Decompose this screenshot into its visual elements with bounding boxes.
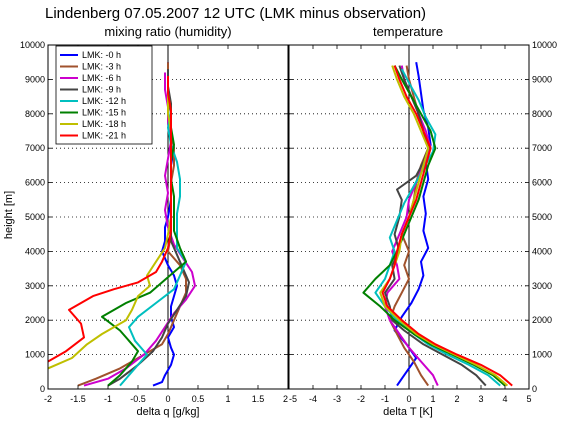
humidity-x-tick-label: 0 — [165, 394, 170, 404]
legend-label: LMK: -15 h — [82, 108, 126, 118]
humidity-y-tick-label: 7000 — [25, 143, 45, 153]
humidity-y-tick-label: 10000 — [20, 40, 45, 50]
figure-suptitle: Lindenberg 07.05.2007 12 UTC (LMK minus … — [45, 5, 426, 22]
temperature-y-tick-label: 0 — [532, 384, 537, 394]
humidity-y-tick-label: 0 — [40, 384, 45, 394]
temperature-x-tick-label: 5 — [526, 394, 531, 404]
temperature-x-tick-label: 4 — [502, 394, 507, 404]
temperature-x-tick-label: -3 — [333, 394, 341, 404]
temperature-x-tick-label: -5 — [289, 394, 297, 404]
humidity-series-line — [101, 76, 187, 387]
temperature-panel-title: temperature — [373, 24, 443, 39]
temperature-x-tick-label: 2 — [454, 394, 459, 404]
humidity-x-tick-label: 1.5 — [252, 394, 265, 404]
temperature-x-tick-label: 3 — [478, 394, 483, 404]
humidity-x-tick-label: 0.5 — [192, 394, 205, 404]
temperature-y-tick-label: 7000 — [532, 143, 552, 153]
temperature-y-tick-label: 9000 — [532, 74, 552, 84]
temperature-x-tick-label: -2 — [357, 394, 365, 404]
humidity-x-axis-label: delta q [g/kg] — [137, 406, 200, 418]
temperature-x-axis-label: delta T [K] — [383, 406, 433, 418]
temperature-series-line — [379, 65, 509, 387]
humidity-y-tick-label: 8000 — [25, 109, 45, 119]
humidity-y-tick-label: 5000 — [25, 212, 45, 222]
humidity-x-tick-label: -1 — [104, 394, 112, 404]
humidity-y-tick-label: 4000 — [25, 246, 45, 256]
humidity-x-tick-label: -1.5 — [70, 394, 86, 404]
humidity-y-tick-label: 1000 — [25, 350, 45, 360]
humidity-panel: mixing ratio (humidity) delta q [g/kg] h… — [3, 24, 289, 418]
temperature-y-tick-label: 2000 — [532, 315, 552, 325]
temperature-x-tick-label: -4 — [309, 394, 317, 404]
temperature-y-tick-label: 10000 — [532, 40, 557, 50]
humidity-x-tick-label: -2 — [44, 394, 52, 404]
humidity-x-tick-label: 2 — [283, 394, 288, 404]
humidity-series-line — [119, 76, 187, 387]
temperature-panel: temperature delta T [K] -5 -4 -3 -2 -1 0 1 2 3 4 5… — [288, 24, 557, 418]
legend-label: LMK: -18 h — [82, 119, 126, 129]
temperature-series-group — [362, 62, 513, 387]
temperature-y-tick-label: 6000 — [532, 178, 552, 188]
humidity-y-tick-label: 9000 — [25, 74, 45, 84]
temperature-y-tick-label: 5000 — [532, 212, 552, 222]
temperature-y-tick-label: 3000 — [532, 281, 552, 291]
legend-label: LMK: -0 h — [82, 50, 121, 60]
temperature-x-tick-label: 0 — [406, 394, 411, 404]
legend-box — [55, 45, 153, 145]
height-y-axis-label: height [m] — [3, 191, 15, 239]
temperature-y-tick-label: 4000 — [532, 246, 552, 256]
legend-label: LMK: -9 h — [82, 85, 121, 95]
temperature-x-tick-label: -1 — [381, 394, 389, 404]
legend-label: LMK: -12 h — [82, 96, 126, 106]
temperature-series-line — [384, 65, 439, 387]
temperature-y-tick-label: 1000 — [532, 350, 552, 360]
legend-label: LMK: -6 h — [82, 73, 121, 83]
temperature-series-line — [381, 65, 513, 387]
humidity-panel-title: mixing ratio (humidity) — [104, 24, 231, 39]
legend-label: LMK: -3 h — [82, 62, 121, 72]
humidity-y-tick-label: 6000 — [25, 178, 45, 188]
temperature-series-line — [374, 68, 501, 387]
humidity-series-group — [48, 62, 196, 387]
temperature-y-tick-label: 8000 — [532, 109, 552, 119]
humidity-x-tick-label: 1 — [225, 394, 230, 404]
humidity-y-tick-label: 3000 — [25, 281, 45, 291]
humidity-series-line — [48, 76, 172, 363]
humidity-y-tick-label: 2000 — [25, 315, 45, 325]
temperature-x-tick-label: 1 — [430, 394, 435, 404]
legend-label: LMK: -21 h — [82, 131, 126, 141]
humidity-x-tick-label: -0.5 — [130, 394, 146, 404]
